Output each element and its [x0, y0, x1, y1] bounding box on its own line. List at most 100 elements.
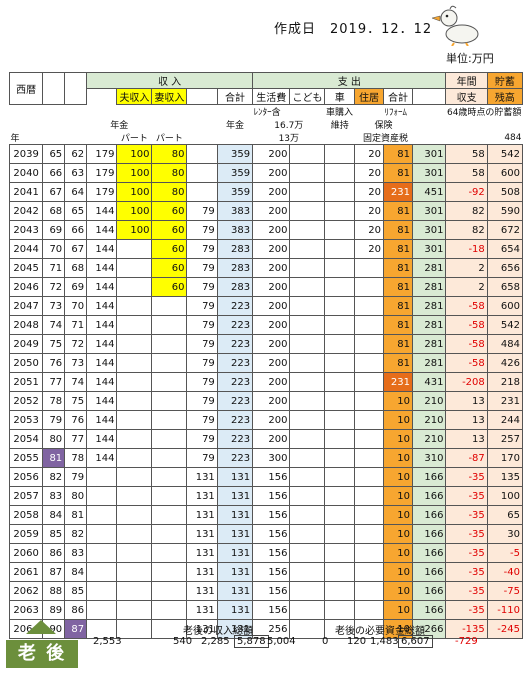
table-row: 2054 80 77 144 79 223 200 10 210 13 257 [8, 429, 523, 449]
cell-car-maint [354, 486, 384, 506]
cell-living: 200 [252, 372, 291, 392]
cell-living: 200 [252, 277, 291, 297]
cell-year: 2059 [8, 524, 44, 544]
cell-income-total: 223 [216, 372, 254, 392]
note-part-1: パート [120, 134, 148, 144]
cell-living: 156 [252, 467, 291, 487]
total-kids: 0 [322, 636, 329, 647]
cell-expense-total: 166 [411, 467, 447, 487]
table-row: 2046 72 69 144 60 79 283 200 81 281 2 658 [8, 277, 523, 297]
total-expense-label: 老後の必要資金総額 [335, 626, 425, 637]
cell-age-wife: 69 [64, 277, 88, 297]
cell-income-husband [86, 505, 118, 525]
cell-expense-total: 281 [411, 296, 447, 316]
cell-part-wife: 60 [151, 277, 188, 297]
cell-house: 10 [382, 467, 413, 487]
cell-age-wife: 80 [64, 486, 88, 506]
table-row: 2060 86 83 131 131 156 10 166 -35 -5 [8, 543, 523, 563]
cell-part-husband [116, 258, 153, 278]
cell-car-maint [354, 467, 384, 487]
cell-age-husband: 65 [42, 144, 66, 164]
cell-income-total: 359 [216, 163, 254, 183]
cell-income-husband: 179 [86, 163, 118, 183]
cell-age-wife: 83 [64, 543, 88, 563]
note-property-tax: 固定資産税 [362, 134, 408, 144]
cell-age-wife: 66 [64, 220, 88, 240]
cell-income-husband: 144 [86, 372, 118, 392]
header-expense-total: 合計 [382, 88, 413, 105]
cell-savings: 600 [486, 296, 523, 316]
cell-part-wife [151, 353, 188, 373]
cell-age-wife: 73 [64, 353, 88, 373]
cell-living: 200 [252, 315, 291, 335]
cell-living: 200 [252, 296, 291, 316]
header-living: 生活費 [252, 88, 291, 105]
table-row: 2056 82 79 131 131 156 10 166 -35 135 [8, 467, 523, 487]
cell-income-total: 223 [216, 429, 254, 449]
cell-house: 10 [382, 410, 413, 430]
cell-house: 10 [382, 486, 413, 506]
cell-car [324, 391, 355, 411]
cell-income-husband [86, 486, 118, 506]
cell-savings: 508 [486, 182, 523, 202]
cell-car-maint [354, 315, 384, 335]
cell-annual-balance: -35 [445, 543, 488, 563]
cell-car [324, 410, 355, 430]
cell-age-wife: 85 [64, 581, 88, 601]
cell-savings: 426 [486, 353, 523, 373]
cell-age-wife: 70 [64, 296, 88, 316]
cell-savings: 590 [486, 201, 523, 221]
cell-income-total: 383 [216, 220, 254, 240]
table-row: 2042 68 65 144 100 60 79 383 200 20 81 301 82 590 [8, 201, 523, 221]
cell-house: 10 [382, 543, 413, 563]
cell-income-total: 223 [216, 296, 254, 316]
cell-car-maint: 20 [354, 220, 384, 240]
cell-income-total: 223 [216, 353, 254, 373]
header-income-total: 合計 [216, 88, 254, 105]
note-484: 484 [504, 132, 522, 143]
cell-age-husband: 87 [42, 562, 66, 582]
cell-pension: 79 [186, 296, 218, 316]
cell-income-husband: 144 [86, 296, 118, 316]
cell-car-maint [354, 543, 384, 563]
cell-part-husband [116, 296, 153, 316]
cell-kids [289, 144, 326, 164]
cell-kids [289, 391, 326, 411]
cell-age-husband: 88 [42, 581, 66, 601]
cell-house: 10 [382, 600, 413, 620]
cell-savings: 654 [486, 239, 523, 259]
table-row: 2052 78 75 144 79 223 200 10 210 13 231 [8, 391, 523, 411]
header-house: 住居 [354, 88, 384, 105]
cell-expense-total: 301 [411, 144, 447, 164]
cell-house: 231 [382, 182, 413, 202]
header-seireki: 西暦 [8, 72, 44, 105]
cell-expense-total: 266 [411, 619, 447, 639]
table-row: 2055 81 78 144 79 223 300 10 310 -87 170 [8, 448, 523, 468]
cell-car [324, 562, 355, 582]
cell-year: 2045 [8, 258, 44, 278]
cell-car-maint: 20 [354, 144, 384, 164]
cell-annual-balance: -58 [445, 315, 488, 335]
cell-living: 200 [252, 258, 291, 278]
cell-expense-total: 281 [411, 258, 447, 278]
cell-age-husband: 85 [42, 524, 66, 544]
cell-income-husband: 144 [86, 258, 118, 278]
cell-part-husband [116, 410, 153, 430]
cell-part-wife [151, 334, 188, 354]
cell-year: 2057 [8, 486, 44, 506]
cell-age-husband: 76 [42, 353, 66, 373]
cell-age-husband: 77 [42, 372, 66, 392]
cell-living: 256 [252, 619, 291, 639]
cell-age-wife: 78 [64, 448, 88, 468]
retirement-cashflow-table: 西暦 収 入 支 出 年間 貯蓄 夫収入 妻収入 合計 生活費 こども 車 住居… [8, 72, 523, 639]
cell-age-husband: 72 [42, 277, 66, 297]
header-annual-2: 収支 [445, 88, 488, 105]
cell-car [324, 524, 355, 544]
cell-living: 156 [252, 486, 291, 506]
cell-car-maint [354, 524, 384, 544]
cell-pension: 79 [186, 220, 218, 240]
cell-car-maint: 20 [354, 239, 384, 259]
total-income: 5,878 [234, 635, 269, 648]
cell-expense-total: 301 [411, 220, 447, 240]
cell-income-husband: 144 [86, 334, 118, 354]
